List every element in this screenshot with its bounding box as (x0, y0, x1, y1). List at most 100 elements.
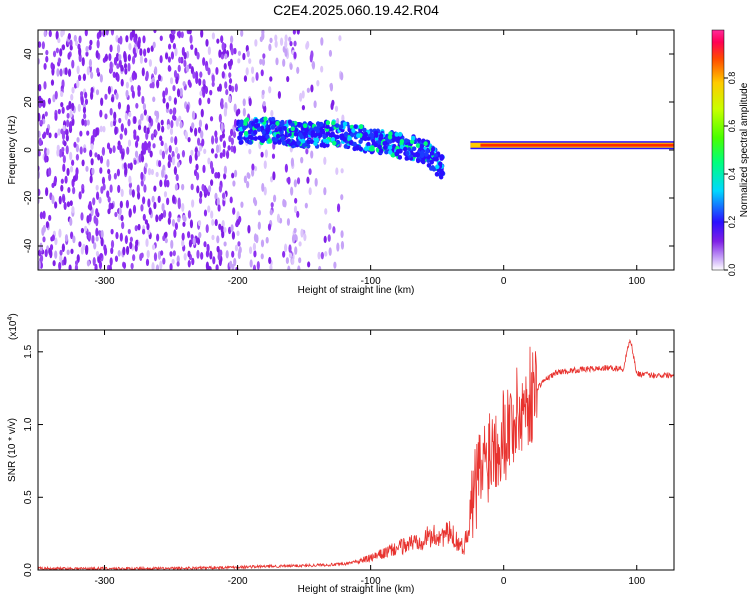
noise-dot (161, 150, 166, 160)
noise-dot (78, 74, 82, 82)
noise-dot (147, 198, 151, 208)
noise-dot (298, 257, 302, 264)
band-dot (297, 122, 302, 127)
noise-dot (220, 53, 225, 60)
noise-dot (204, 187, 208, 195)
band-dot (306, 139, 311, 145)
band-dot (334, 123, 340, 128)
noise-dot (56, 68, 60, 77)
noise-dot (131, 189, 135, 198)
noise-dot (142, 35, 146, 44)
band-dot (293, 127, 299, 133)
noise-dot (60, 91, 64, 98)
noise-dot (248, 58, 252, 64)
noise-dot (299, 92, 303, 102)
band-dot (430, 146, 436, 152)
noise-dot (210, 179, 214, 187)
noise-dot (223, 107, 228, 114)
noise-dot (131, 90, 135, 99)
noise-dot (223, 63, 227, 70)
noise-dot (182, 81, 186, 87)
noise-dot (123, 162, 127, 170)
band-dot (440, 155, 445, 160)
noise-dot (230, 224, 234, 233)
noise-dot (225, 89, 229, 96)
noise-dot (43, 62, 47, 70)
colorbar-ticks: 0.0 0.2 0.4 0.6 0.8 (724, 72, 737, 276)
noise-dot (57, 37, 61, 44)
noise-dot (63, 140, 67, 147)
noise-dot (112, 120, 117, 127)
noise-dot (38, 95, 42, 102)
noise-dot (279, 37, 284, 46)
noise-dot (181, 183, 185, 191)
colorbar-tick-label: 0.6 (727, 120, 737, 133)
noise-dot (271, 153, 276, 159)
noise-dot (39, 254, 44, 263)
band-dot (237, 135, 242, 141)
noise-dot (130, 262, 134, 270)
noise-dot (166, 179, 170, 188)
noise-dot (116, 63, 120, 69)
noise-dot (164, 238, 168, 244)
noise-dot (209, 250, 213, 260)
noise-dot (272, 194, 277, 203)
noise-dot (310, 50, 314, 59)
band-dot (302, 123, 308, 129)
noise-dot (168, 211, 172, 219)
noise-dot (71, 86, 75, 94)
noise-dot (65, 145, 69, 155)
band-dot (397, 131, 403, 137)
noise-dot (62, 155, 66, 164)
noise-dot (60, 30, 64, 38)
noise-dot (256, 260, 260, 270)
noise-dot (75, 143, 79, 153)
y-axis-label-top: Frequency (Hz) (7, 116, 18, 185)
noise-dot (318, 265, 322, 270)
noise-dot (169, 77, 174, 85)
noise-dot (310, 84, 314, 93)
noise-dot (122, 246, 126, 256)
noise-dot (172, 250, 176, 257)
band-dot (265, 126, 271, 132)
noise-dot (144, 162, 148, 169)
noise-dot (268, 86, 272, 94)
noise-dot (209, 116, 214, 122)
noise-dot (162, 257, 166, 265)
noise-dot (192, 236, 196, 246)
noise-dot (120, 78, 124, 87)
noise-dot (233, 257, 237, 267)
noise-dot (156, 79, 160, 89)
band-dot (399, 144, 405, 150)
noise-dot (54, 132, 58, 139)
noise-dot (73, 141, 77, 148)
noise-dot (96, 39, 100, 49)
noise-dot (101, 146, 106, 156)
noise-dot (99, 252, 103, 259)
noise-dot (305, 148, 309, 155)
noise-dot (66, 112, 70, 119)
noise-dot (188, 30, 192, 35)
noise-dot (164, 142, 168, 152)
noise-dot (45, 221, 50, 229)
band-dot (349, 132, 355, 138)
noise-dot (204, 86, 209, 95)
noise-dot (234, 83, 238, 93)
noise-dot (218, 223, 222, 230)
noise-dot (134, 225, 138, 232)
noise-dot (188, 154, 193, 164)
noise-dot (148, 115, 152, 124)
noise-dot (215, 144, 220, 154)
noise-dot (197, 219, 202, 227)
noise-dot (130, 85, 134, 93)
band-dot (271, 136, 276, 142)
noise-dot (47, 97, 52, 105)
band-dot (291, 140, 297, 145)
noise-dot (199, 71, 203, 78)
noise-dot (137, 89, 141, 97)
noise-dot (288, 36, 292, 42)
noise-dot (145, 70, 149, 80)
noise-dot (328, 49, 333, 57)
noise-dot (161, 125, 165, 133)
